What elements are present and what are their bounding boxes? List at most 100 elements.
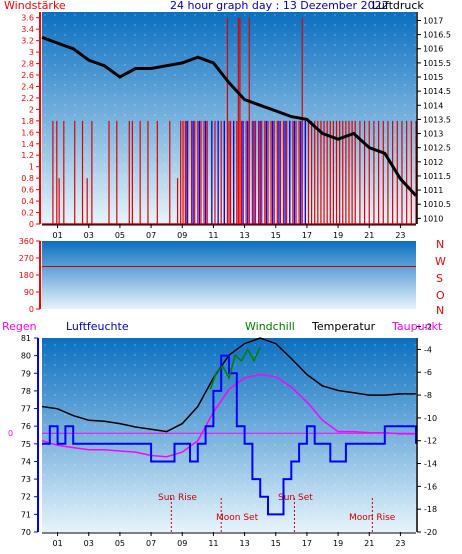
top-right-tick-label: 1017 — [423, 16, 443, 25]
bottom-left-tick-label: 73 — [21, 475, 31, 484]
bottom-left-tick-label: 75 — [21, 440, 31, 449]
direction-s: S — [436, 272, 443, 285]
top-right-tick-label: 1015 — [423, 73, 443, 82]
bottom-left-tick-label: 79 — [21, 369, 31, 378]
bottom-x-tick-label: 15 — [271, 539, 281, 548]
direction-w: W — [435, 255, 446, 268]
bottom-right-tick-label: -8 — [424, 391, 432, 400]
bottom-left-tick-label: 74 — [21, 457, 31, 466]
bottom-left-tick-label: 80 — [21, 352, 31, 361]
bottom-right-tick-label: -2 — [424, 323, 432, 332]
bottom-left-tick-label: 72 — [21, 493, 31, 502]
top-left-tick-label: 1 — [29, 163, 34, 172]
top-right-tick-label: 1012 — [423, 158, 443, 167]
top-right-tick-label: 1014.5 — [423, 87, 451, 96]
top-x-tick-label: 23 — [395, 231, 405, 240]
middle-panel-background — [42, 241, 416, 309]
middle-tick-label: 180 — [19, 271, 34, 280]
middle-tick-label: 90 — [24, 288, 34, 297]
bottom-x-tick-label: 05 — [115, 539, 125, 548]
bottom-right-tick-label: -12 — [424, 437, 437, 446]
bottom-left-tick-label: 81 — [21, 334, 31, 343]
middle-tick-label: 0 — [29, 305, 34, 314]
windchill-label: Windchill — [245, 320, 295, 333]
top-right-tick-label: 1013 — [423, 130, 443, 139]
windstaerke-label: Windstärke — [4, 0, 66, 12]
humidity-line — [42, 354, 417, 516]
top-x-tick-label: 03 — [84, 231, 94, 240]
top-left-tick-label: 3.2 — [21, 37, 34, 46]
bottom-left-tick-label: 71 — [21, 510, 31, 519]
top-x-tick-label: 07 — [146, 231, 156, 240]
windchill-line — [209, 346, 261, 390]
top-left-tick-label: 0.4 — [21, 197, 34, 206]
sun-set-label: Sun Set — [278, 493, 313, 503]
bottom-x-tick-label: 03 — [84, 539, 94, 548]
top-left-tick-label: 0 — [29, 220, 34, 229]
direction-n-bottom: N — [436, 304, 444, 317]
bottom-x-tick-label: 17 — [302, 539, 312, 548]
top-left-tick-label: 2.8 — [21, 60, 34, 69]
top-right-tick-label: 1015.5 — [423, 59, 451, 68]
bottom-left-tick-label: 78 — [21, 387, 31, 396]
top-x-tick-label: 05 — [115, 231, 125, 240]
top-chart-marks — [41, 17, 418, 225]
top-x-tick-label: 21 — [364, 231, 374, 240]
bottom-x-tick-label: 11 — [208, 539, 218, 548]
sun-rise-label: Sun Rise — [158, 493, 197, 503]
top-left-tick-label: 1.2 — [21, 151, 34, 160]
top-x-tick-label: 01 — [52, 231, 62, 240]
bottom-x-tick-label: 13 — [239, 539, 249, 548]
bottom-right-tick-label: -14 — [424, 460, 437, 469]
top-left-tick-label: 1.6 — [21, 128, 34, 137]
top-left-tick-label: 3.6 — [21, 14, 34, 23]
top-left-tick-label: 0.6 — [21, 186, 34, 195]
axes-and-ticks: 0 0.2 0.4 0.6 0.8 1 1.2 1.4 1.6 1.8 2 2.2 2.4 2.6 2.8 3… — [8, 12, 451, 548]
direction-o: O — [436, 289, 445, 302]
top-right-tick-label: 1016.5 — [423, 31, 451, 40]
top-right-tick-label: 1014 — [423, 101, 443, 110]
chart-title: 24 hour graph day : 13 Dezember 2022 — [170, 0, 389, 12]
bottom-x-tick-label: 09 — [177, 539, 187, 548]
direction-n-top: N — [436, 238, 444, 251]
top-right-tick-label: 1010 — [423, 214, 443, 223]
top-left-tick-label: 3 — [29, 48, 34, 57]
bottom-x-tick-label: 21 — [364, 539, 374, 548]
bottom-left-tick-label: 70 — [21, 528, 31, 537]
bottom-x-tick-label: 07 — [146, 539, 156, 548]
luftfeuchte-label: Luftfeuchte — [66, 320, 129, 333]
top-left-tick-label: 1.8 — [21, 117, 34, 126]
bottom-left-tick-label: 76 — [21, 422, 31, 431]
bottom-right-tick-label: -16 — [424, 482, 437, 491]
top-right-tick-label: 1010.5 — [423, 200, 451, 209]
top-x-tick-label: 15 — [271, 231, 281, 240]
top-left-tick-label: 2.4 — [21, 82, 34, 91]
moon-set-label: Moon Set — [216, 513, 259, 523]
top-left-tick-label: 0.8 — [21, 174, 34, 183]
middle-tick-label: 270 — [19, 254, 34, 263]
regen-label: Regen — [2, 320, 37, 333]
bottom-x-tick-label: 01 — [52, 539, 62, 548]
bottom-right-tick-label: -18 — [424, 505, 437, 514]
top-x-tick-label: 17 — [302, 231, 312, 240]
pressure-line — [41, 35, 418, 197]
top-x-tick-label: 09 — [177, 231, 187, 240]
top-x-tick-label: 11 — [208, 231, 218, 240]
top-right-tick-label: 1016 — [423, 45, 443, 54]
bottom-right-tick-label: -20 — [424, 528, 437, 537]
top-right-tick-label: 1011.5 — [423, 172, 451, 181]
top-x-tick-label: 19 — [333, 231, 343, 240]
top-left-tick-label: 2 — [29, 105, 34, 114]
bottom-right-tick-label: -10 — [424, 414, 437, 423]
top-left-tick-label: 3.4 — [21, 25, 34, 34]
top-right-tick-label: 1013.5 — [423, 115, 451, 124]
top-right-tick-label: 1012.5 — [423, 144, 451, 153]
top-x-tick-label: 13 — [239, 231, 249, 240]
regen-zero-label: 0 — [8, 429, 13, 438]
bottom-right-tick-label: -6 — [424, 368, 432, 377]
luftdruck-label: Luftdruck — [372, 0, 424, 12]
taupunkt-label: Taupunkt — [391, 320, 443, 333]
dewpoint-line — [41, 373, 416, 458]
